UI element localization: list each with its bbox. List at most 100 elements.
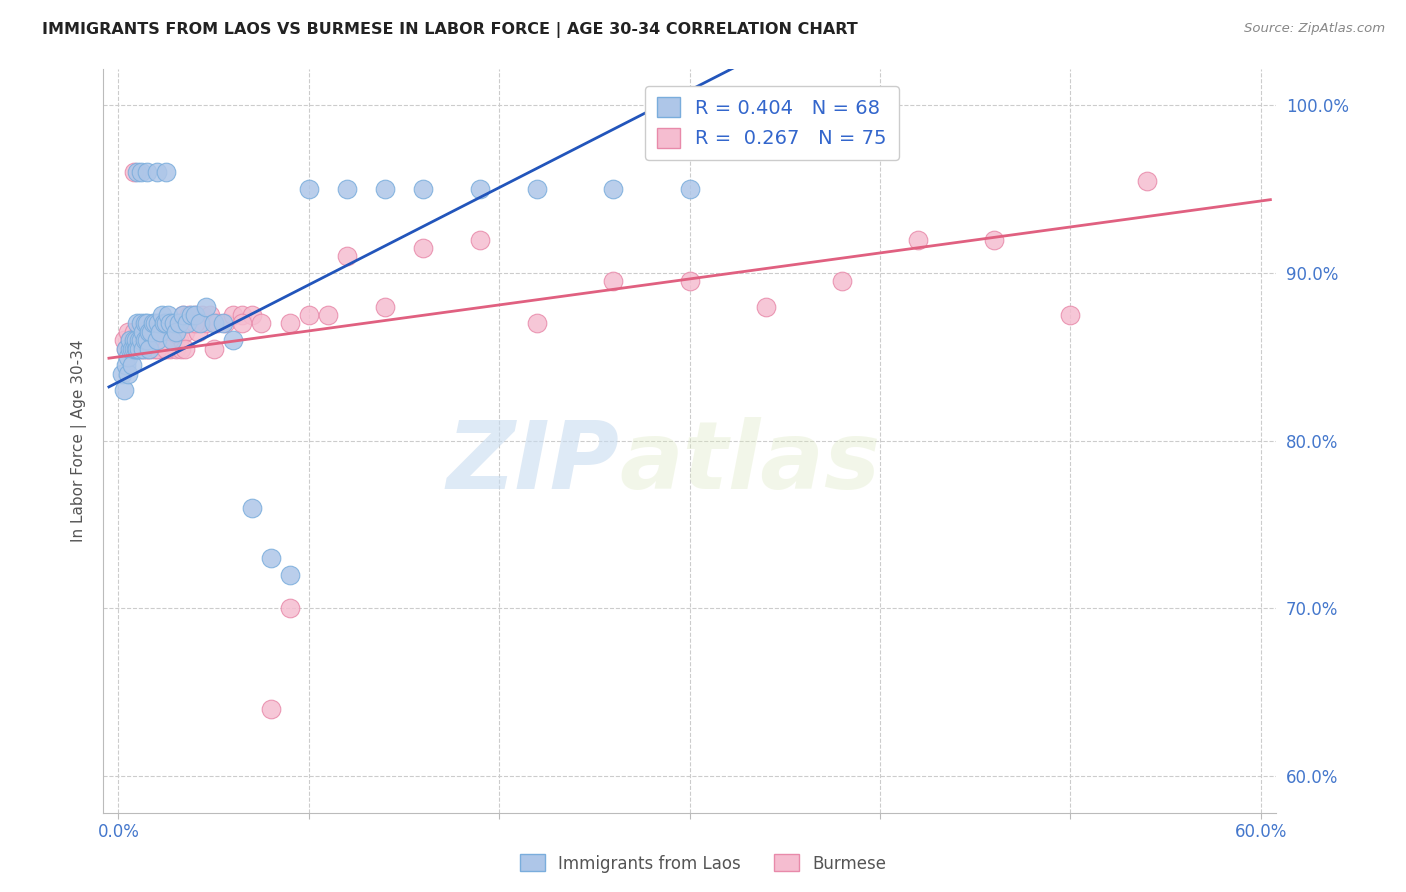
Point	[188, 317, 211, 331]
Point	[150, 333, 173, 347]
Point	[221, 333, 243, 347]
Text: atlas: atlas	[619, 417, 880, 509]
Point	[198, 308, 221, 322]
Point	[180, 308, 202, 322]
Point	[132, 342, 155, 356]
Point	[143, 342, 166, 356]
Point	[983, 233, 1005, 247]
Point	[121, 342, 143, 356]
Point	[278, 601, 301, 615]
Point	[150, 308, 173, 322]
Point	[136, 342, 159, 356]
Point	[118, 333, 141, 347]
Point	[145, 165, 167, 179]
Point	[231, 308, 253, 322]
Point	[139, 342, 162, 356]
Point	[231, 317, 253, 331]
Point	[155, 325, 177, 339]
Point	[111, 367, 134, 381]
Point	[127, 342, 149, 356]
Point	[129, 165, 152, 179]
Point	[129, 342, 152, 356]
Point	[602, 182, 624, 196]
Point	[177, 308, 200, 322]
Point	[115, 342, 138, 356]
Point	[183, 308, 205, 322]
Point	[153, 317, 176, 331]
Point	[145, 342, 167, 356]
Point	[121, 358, 143, 372]
Point	[165, 342, 187, 356]
Point	[212, 317, 235, 331]
Point	[145, 333, 167, 347]
Point	[195, 317, 218, 331]
Point	[127, 342, 149, 356]
Point	[183, 308, 205, 322]
Point	[122, 165, 145, 179]
Point	[183, 317, 205, 331]
Point	[174, 342, 197, 356]
Point	[127, 317, 149, 331]
Point	[316, 308, 339, 322]
Point	[679, 182, 702, 196]
Point	[412, 241, 434, 255]
Point	[165, 317, 187, 331]
Point	[134, 333, 156, 347]
Point	[148, 325, 170, 339]
Point	[122, 325, 145, 339]
Point	[155, 317, 177, 331]
Point	[240, 500, 263, 515]
Point	[278, 317, 301, 331]
Point	[128, 333, 150, 347]
Point	[138, 342, 160, 356]
Point	[156, 308, 179, 322]
Y-axis label: In Labor Force | Age 30-34: In Labor Force | Age 30-34	[72, 340, 87, 542]
Point	[129, 317, 152, 331]
Point	[136, 165, 159, 179]
Point	[907, 233, 929, 247]
Point	[374, 300, 396, 314]
Legend: R = 0.404   N = 68, R =  0.267   N = 75: R = 0.404 N = 68, R = 0.267 N = 75	[645, 86, 898, 160]
Point	[127, 165, 149, 179]
Point	[115, 358, 138, 372]
Point	[191, 308, 214, 322]
Point	[1136, 174, 1159, 188]
Point	[470, 233, 492, 247]
Point	[128, 342, 150, 356]
Point	[159, 317, 181, 331]
Point	[134, 325, 156, 339]
Point	[298, 182, 321, 196]
Text: IMMIGRANTS FROM LAOS VS BURMESE IN LABOR FORCE | AGE 30-34 CORRELATION CHART: IMMIGRANTS FROM LAOS VS BURMESE IN LABOR…	[42, 22, 858, 38]
Point	[115, 342, 138, 356]
Point	[298, 308, 321, 322]
Point	[1059, 308, 1081, 322]
Point	[374, 182, 396, 196]
Point	[602, 275, 624, 289]
Point	[172, 308, 194, 322]
Point	[250, 317, 273, 331]
Point	[142, 325, 165, 339]
Point	[149, 342, 172, 356]
Point	[202, 342, 225, 356]
Point	[163, 333, 186, 347]
Point	[278, 567, 301, 582]
Point	[831, 275, 853, 289]
Point	[121, 342, 143, 356]
Point	[170, 342, 193, 356]
Point	[134, 317, 156, 331]
Point	[138, 325, 160, 339]
Point	[260, 702, 283, 716]
Point	[160, 333, 183, 347]
Point	[136, 317, 159, 331]
Point	[128, 325, 150, 339]
Point	[117, 350, 139, 364]
Point	[526, 317, 548, 331]
Point	[153, 342, 176, 356]
Point	[202, 317, 225, 331]
Point	[132, 342, 155, 356]
Point	[156, 333, 179, 347]
Point	[129, 333, 152, 347]
Point	[122, 333, 145, 347]
Point	[214, 317, 236, 331]
Point	[145, 333, 167, 347]
